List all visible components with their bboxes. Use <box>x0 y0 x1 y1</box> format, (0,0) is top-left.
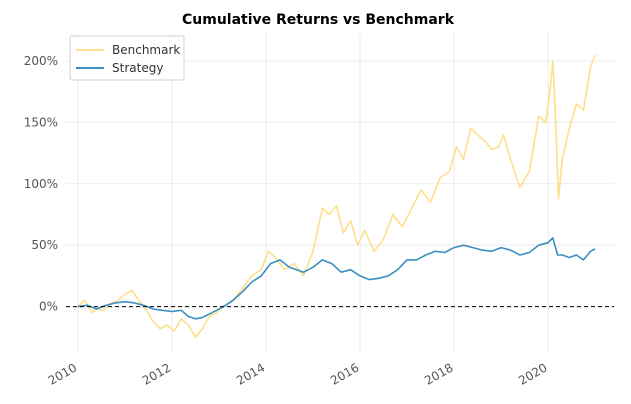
series-line-strategy <box>77 237 596 320</box>
x-tick-label: 2018 <box>422 360 455 387</box>
y-axis-ticks: 0% 50% 100% 150% 200% <box>24 54 58 314</box>
chart-title: Cumulative Returns vs Benchmark <box>182 12 455 28</box>
y-tick-label: 0% <box>39 300 58 314</box>
x-axis-ticks: 2010 2012 2014 2016 2018 2020 <box>46 360 550 387</box>
legend-label-strategy: Strategy <box>112 61 163 75</box>
series-line-benchmark <box>77 54 596 339</box>
x-tick-label: 2020 <box>516 360 549 387</box>
y-tick-label: 50% <box>31 238 58 252</box>
x-tick-label: 2016 <box>328 360 361 387</box>
legend-label-benchmark: Benchmark <box>112 43 180 57</box>
y-tick-label: 100% <box>24 177 58 191</box>
series-lines <box>77 54 596 339</box>
x-tick-label: 2012 <box>140 360 173 387</box>
legend: Benchmark Strategy <box>69 35 185 81</box>
grid-lines <box>66 34 614 352</box>
x-tick-label: 2014 <box>234 360 267 387</box>
y-tick-label: 200% <box>24 54 58 68</box>
y-tick-label: 150% <box>24 115 58 129</box>
x-tick-label: 2010 <box>46 360 79 387</box>
